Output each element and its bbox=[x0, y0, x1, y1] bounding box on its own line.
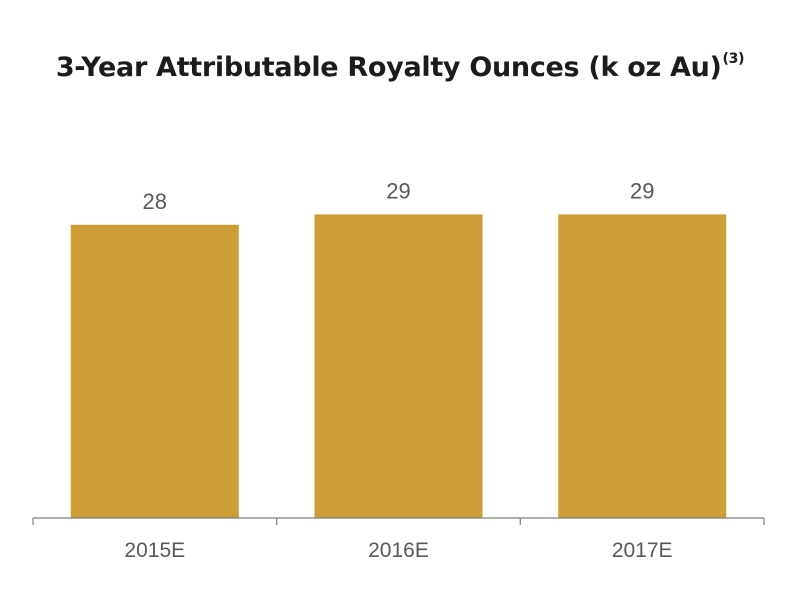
chart-title-text: 3-Year Attributable Royalty Ounces (k oz… bbox=[55, 52, 722, 83]
data-label-2017E: 29 bbox=[630, 178, 654, 203]
bar-2017E bbox=[558, 214, 727, 518]
data-label-2015E: 28 bbox=[143, 189, 167, 214]
bar-2015E bbox=[70, 224, 239, 519]
chart-title: 3-Year Attributable Royalty Ounces (k oz… bbox=[0, 51, 800, 83]
data-label-2016E: 29 bbox=[386, 178, 410, 203]
bars-layer bbox=[70, 214, 727, 519]
chart-title-footnote: (3) bbox=[722, 51, 745, 67]
x-tick-label-2017E: 2017E bbox=[612, 539, 673, 562]
x-tick-label-2016E: 2016E bbox=[368, 539, 429, 562]
labels-layer: 28 2015E 29 2016E 29 2017E bbox=[124, 178, 672, 562]
bar-2016E bbox=[314, 214, 483, 518]
x-axis bbox=[32, 517, 765, 525]
x-tick-label-2015E: 2015E bbox=[124, 539, 185, 562]
